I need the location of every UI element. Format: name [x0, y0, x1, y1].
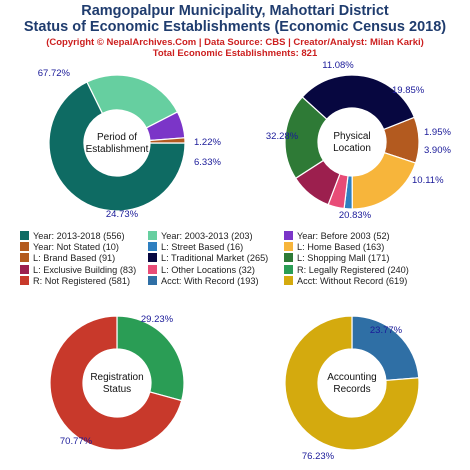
percent-label: 1.95% [424, 127, 451, 138]
legend-swatch [148, 264, 157, 274]
percent-label: 6.33% [194, 157, 221, 168]
legend-label: R: Not Registered (581) [33, 275, 131, 286]
percent-label: 32.28% [266, 131, 299, 142]
legend-label: L: Brand Based (91) [33, 253, 116, 264]
legend-item: R: Legally Registered (240) [284, 264, 409, 276]
legend-swatch [284, 242, 293, 252]
total-line: Total Economic Establishments: 821 [152, 48, 318, 59]
credit-line: (Copyright © NepalArchives.Com | Data So… [46, 37, 424, 48]
legend-label: Year: 2013-2018 (556) [33, 231, 125, 241]
legend-label: Year: Not Stated (10) [33, 242, 119, 253]
slice-acct-without-record [284, 315, 420, 451]
legend-swatch [148, 253, 157, 263]
legend-swatch [284, 231, 293, 240]
legend-item: L: Home Based (163) [284, 242, 384, 253]
legend-item: Acct: Without Record (619) [284, 275, 408, 287]
legend-swatch [20, 242, 29, 252]
percent-label: 1.22% [194, 137, 221, 148]
legend-label: R: Legally Registered (240) [297, 264, 409, 275]
legend-swatch [20, 231, 29, 240]
center-label: Physical [333, 131, 370, 142]
legend-label: L: Shopping Mall (171) [297, 253, 390, 264]
center-label: Establishment [86, 144, 149, 155]
legend-swatch [148, 231, 157, 240]
legend-item: L: Brand Based (91) [20, 253, 115, 264]
legend-label: L: Traditional Market (265) [161, 253, 269, 264]
legend-item: L: Other Locations (32) [148, 264, 255, 276]
center-label: Status [103, 384, 131, 395]
slice-year-2003-2013 [86, 74, 179, 129]
legend-swatch [284, 253, 293, 263]
legend-swatch [20, 253, 29, 263]
legend-item: L: Shopping Mall (171) [284, 253, 389, 264]
legend-item: Year: Before 2003 (52) [284, 231, 390, 242]
percent-label: 11.08% [322, 60, 354, 71]
donut-hole [83, 349, 151, 417]
legend-item: Year: 2003-2013 (203) [148, 231, 253, 242]
legend-swatch [284, 275, 293, 285]
percent-label: 76.23% [302, 451, 335, 462]
percent-label: 3.90% [424, 145, 451, 156]
legend-item: Acct: With Record (193) [148, 275, 259, 287]
legend-label: L: Street Based (16) [161, 242, 244, 253]
center-label: Records [333, 384, 370, 395]
chart-subtitle: Status of Economic Establishments (Econo… [23, 19, 447, 35]
center-label: Registration [90, 372, 143, 383]
slice-year-2013-2018 [48, 81, 186, 212]
percent-label: 67.72% [38, 68, 71, 79]
donut-hole [318, 108, 386, 176]
center-label: Accounting [327, 372, 376, 383]
legend-label: Acct: With Record (193) [161, 275, 259, 286]
chart-title: Ramgopalpur Municipality, Mahottari Dist… [81, 3, 389, 19]
percent-label: 10.11% [412, 175, 444, 186]
slice-r-not-registered [49, 315, 183, 451]
legend-swatch [20, 275, 29, 285]
legend-item: L: Traditional Market (265) [148, 253, 268, 264]
donut-hole [318, 349, 386, 417]
center-label: Period of [97, 132, 137, 143]
legend-label: Acct: Without Record (619) [297, 275, 408, 286]
slice-r-legally-registered [116, 315, 185, 402]
legend-item: R: Not Registered (581) [20, 275, 131, 287]
legend-swatch [148, 242, 157, 252]
legend-label: L: Home Based (163) [297, 242, 385, 253]
slice-l-traditional-market [301, 74, 416, 131]
percent-label: 20.83% [339, 210, 372, 221]
donut-hole [84, 110, 150, 176]
center-label: Location [333, 143, 371, 154]
legend-swatch [20, 264, 29, 274]
legend-item: L: Exclusive Building (83) [20, 264, 137, 276]
legend-label: L: Other Locations (32) [161, 264, 255, 275]
percent-label: 19.85% [392, 85, 425, 96]
legend-item: L: Street Based (16) [148, 242, 243, 253]
legend-label: Year: 2003-2013 (203) [161, 231, 253, 241]
slice-year-not-stated [149, 137, 186, 144]
percent-label: 29.23% [141, 314, 174, 325]
percent-label: 70.77% [60, 436, 93, 447]
legend-swatch [284, 264, 293, 274]
legend-item: Year: 2013-2018 (556) [20, 231, 125, 242]
legend-item: Year: Not Stated (10) [20, 242, 119, 253]
legend-label: L: Exclusive Building (83) [33, 264, 137, 275]
legend-label: Year: Before 2003 (52) [297, 231, 390, 241]
legend-swatch [148, 275, 157, 285]
percent-label: 24.73% [106, 209, 139, 220]
percent-label: 23.77% [370, 325, 403, 336]
